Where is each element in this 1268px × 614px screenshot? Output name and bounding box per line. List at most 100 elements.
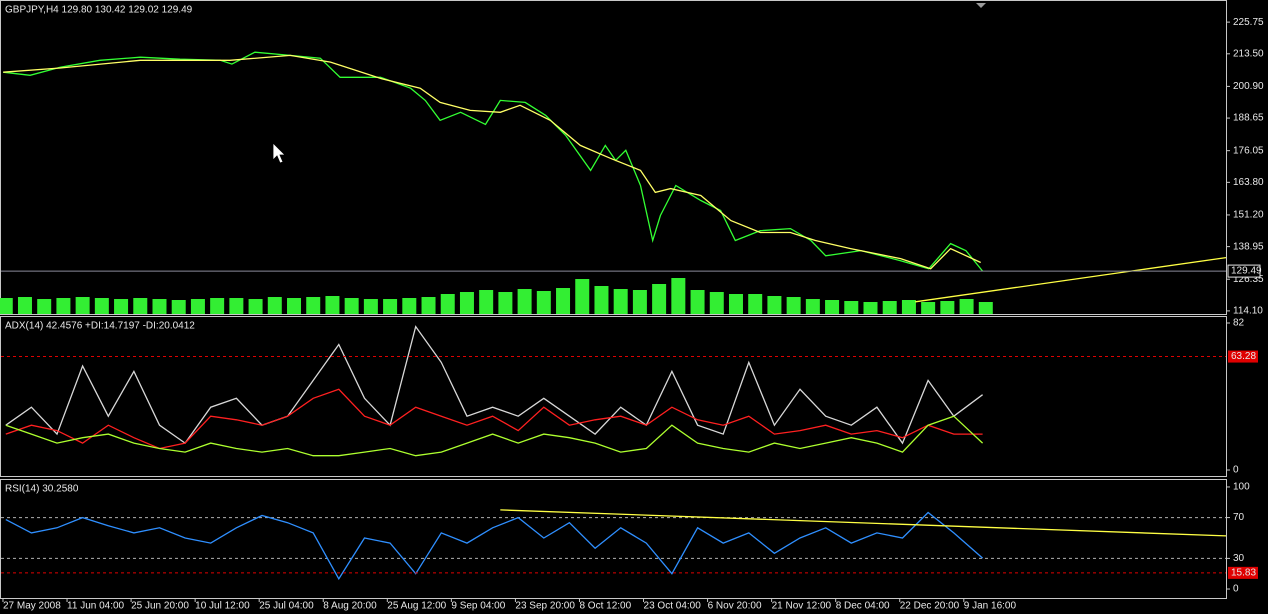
- volume-bar: [921, 302, 936, 314]
- x-tick-label: 11 Jun 04:00: [67, 601, 125, 612]
- volume-bar: [786, 297, 801, 314]
- x-tick-label: 9 Jan 16:00: [964, 601, 1017, 612]
- volume-bar: [825, 300, 840, 314]
- volume-bar: [575, 279, 590, 314]
- y-tick-label: 126.35: [1233, 274, 1264, 285]
- series-line: [915, 256, 1227, 303]
- volume-bar: [652, 284, 667, 314]
- last-price-box: [1227, 264, 1261, 278]
- volume-bar: [728, 294, 743, 314]
- volume-bar: [863, 302, 878, 314]
- volume-bar: [56, 298, 71, 314]
- y-tick-label: 163.80: [1233, 177, 1264, 188]
- series-line: [3, 54, 981, 270]
- shift-marker: [976, 3, 986, 8]
- volume-bar: [133, 298, 148, 314]
- volume-bar: [248, 299, 263, 314]
- x-tick-label: 25 Jul 04:00: [259, 601, 314, 612]
- volume-bar: [210, 298, 225, 314]
- y-tick-label: 30: [1233, 553, 1245, 564]
- volume-bar: [498, 292, 513, 314]
- mouse-cursor: [272, 142, 286, 164]
- y-tick-label: 225.75: [1233, 17, 1264, 28]
- y-tick-label: 200.90: [1233, 81, 1264, 92]
- volume-bar: [421, 297, 436, 314]
- x-tick-label: 8 Aug 20:00: [323, 601, 377, 612]
- volume-bar: [613, 289, 628, 314]
- volume-bar: [287, 298, 302, 314]
- volume-bar: [37, 299, 52, 314]
- y-tick-label: 100: [1233, 482, 1250, 493]
- y-tick-label: 213.50: [1233, 48, 1264, 59]
- volume-bar: [882, 301, 897, 314]
- volume-bar: [363, 299, 378, 314]
- y-tick-label: 151.20: [1233, 210, 1264, 221]
- x-tick-label: 25 Jun 20:00: [131, 601, 189, 612]
- volume-bar: [844, 301, 859, 314]
- series-line: [5, 388, 983, 450]
- volume-bar: [536, 291, 551, 314]
- volume-bar: [556, 288, 571, 314]
- volume-bar: [344, 298, 359, 314]
- y-tick-label: 82: [1233, 318, 1245, 329]
- x-tick-label: 9 Sep 04:00: [451, 601, 505, 612]
- volume-bar: [748, 294, 763, 314]
- x-tick-label: 6 Nov 20:00: [708, 601, 762, 612]
- series-line: [3, 51, 984, 272]
- volume-bar: [901, 300, 916, 314]
- volume-bar: [517, 289, 532, 314]
- y-tick-label: 114.10: [1233, 306, 1263, 317]
- y-tick-label: 0: [1233, 584, 1239, 595]
- y-tick-label: 70: [1233, 512, 1245, 523]
- panel-title: RSI(14) 30.2580: [5, 484, 79, 495]
- volume-bar: [805, 299, 820, 314]
- volume-bar: [767, 296, 782, 314]
- volume-bar: [632, 290, 647, 314]
- y-tick-label: 176.05: [1233, 145, 1264, 156]
- x-tick-label: 27 May 2008: [3, 601, 61, 612]
- x-tick-label: 8 Oct 12:00: [579, 601, 631, 612]
- level-label-box: [1228, 566, 1258, 579]
- volume-bar: [959, 299, 974, 314]
- volume-bar: [690, 290, 705, 314]
- level-label: 15.83: [1231, 568, 1256, 579]
- x-tick-label: 23 Sep 20:00: [515, 601, 575, 612]
- volume-bar: [114, 299, 129, 314]
- panel-title: ADX(14) 42.4576 +DI:14.7197 -DI:20.0412: [5, 321, 195, 332]
- volume-bar: [229, 298, 244, 314]
- volume-bar: [383, 299, 398, 314]
- volume-bar: [267, 297, 282, 314]
- volume-bar: [75, 297, 90, 314]
- volume-bar: [190, 299, 205, 314]
- volume-bar: [479, 290, 494, 314]
- x-tick-label: 10 Jul 12:00: [195, 601, 250, 612]
- series-line: [5, 511, 984, 581]
- panel-title: GBPJPY,H4 129.80 130.42 129.02 129.49: [5, 5, 193, 16]
- series-line: [5, 415, 984, 457]
- volume-bar: [325, 296, 340, 314]
- last-price-label: 129.49: [1231, 266, 1262, 277]
- volume-bar: [17, 297, 32, 314]
- volume-bar: [0, 298, 13, 314]
- volume-bar: [171, 300, 186, 314]
- y-tick-label: 0: [1233, 465, 1239, 476]
- volume-bar: [152, 299, 167, 314]
- x-tick-label: 23 Oct 04:00: [644, 601, 702, 612]
- volume-bar: [459, 292, 474, 314]
- series-line: [500, 509, 1227, 537]
- x-tick-label: 8 Dec 04:00: [836, 601, 890, 612]
- level-label-box: [1228, 350, 1258, 363]
- x-tick-label: 22 Dec 20:00: [900, 601, 960, 612]
- y-tick-label: 188.65: [1233, 113, 1264, 124]
- volume-bar: [306, 297, 321, 314]
- x-tick-label: 21 Nov 12:00: [772, 601, 832, 612]
- volume-bar: [94, 298, 109, 314]
- y-tick-label: 138.95: [1233, 241, 1264, 252]
- volume-bar: [709, 292, 724, 314]
- series-line: [5, 325, 983, 445]
- volume-bar: [940, 301, 955, 314]
- volume-bar: [594, 286, 609, 314]
- volume-bar: [440, 294, 455, 314]
